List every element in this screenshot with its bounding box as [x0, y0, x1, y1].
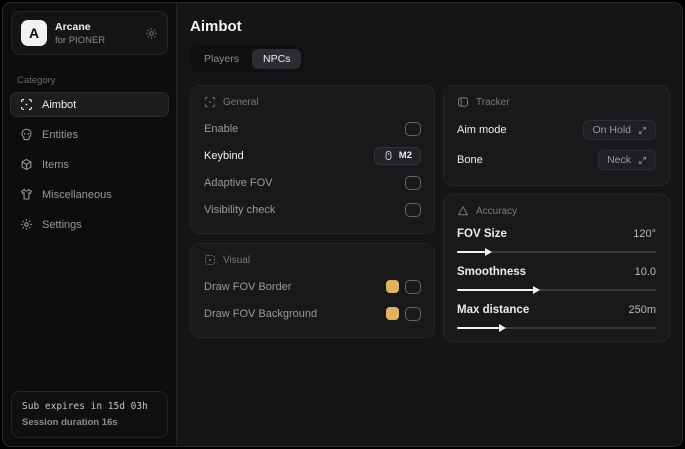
mouse-icon [383, 150, 394, 161]
sidebar-item-label: Miscellaneous [42, 188, 112, 201]
bone-value: Neck [607, 154, 631, 166]
gear-icon [20, 218, 33, 231]
slider-label: FOV Size [457, 228, 507, 240]
page-title: Aimbot [190, 18, 242, 35]
skull-icon [20, 128, 33, 141]
panel-visual: Visual Draw FOV Border Draw FOV Backgrou… [190, 243, 435, 338]
target-tabs: Players NPCs [190, 46, 305, 72]
fov-background-checkbox[interactable] [405, 306, 421, 321]
triangle-icon [457, 205, 469, 217]
tracker-icon [457, 96, 469, 108]
eye-icon [204, 254, 216, 266]
setting-row-adaptive-fov: Adaptive FOV [204, 171, 421, 194]
slider-label: Max distance [457, 304, 530, 316]
setting-row-visibility-check: Visibility check [204, 198, 421, 221]
panel-tracker: Tracker Aim mode On Hold [443, 85, 670, 186]
sidebar-item-label: Settings [42, 218, 82, 231]
slider-thumb[interactable] [484, 247, 492, 256]
sidebar-item-miscellaneous[interactable]: Miscellaneous [10, 182, 169, 207]
fov-background-color-swatch[interactable] [386, 307, 399, 320]
tab-npcs[interactable]: NPCs [252, 49, 302, 69]
expand-icon [638, 126, 647, 135]
setting-row-enable: Enable [204, 117, 421, 140]
panel-title: Tracker [476, 96, 510, 108]
panel-general: General Enable Keybind [190, 85, 435, 234]
keybind-value: M2 [398, 150, 412, 161]
sidebar-item-label: Aimbot [42, 98, 77, 111]
slider-thumb[interactable] [532, 285, 540, 294]
slider-fov-size: FOV Size 120° [457, 224, 656, 256]
sidebar-item-label: Items [42, 158, 69, 171]
main-content: Aimbot Players NPCs Gener [177, 3, 682, 446]
smoothness-slider[interactable] [457, 285, 656, 294]
setting-row-bone: Bone Neck [457, 147, 656, 173]
subscription-card: Sub expires in 15d 03h Session duration … [11, 391, 168, 438]
tab-players[interactable]: Players [204, 53, 240, 65]
brand-settings-icon[interactable] [145, 27, 158, 40]
max-distance-slider[interactable] [457, 323, 656, 332]
panel-title: Accuracy [476, 205, 518, 217]
slider-value: 10.0 [634, 266, 656, 278]
sidebar-item-entities[interactable]: Entities [10, 122, 169, 147]
panel-accuracy: Accuracy FOV Size 120° [443, 194, 670, 342]
category-label: Category [17, 75, 56, 86]
setting-label: Draw FOV Border [204, 280, 292, 293]
setting-row-aim-mode: Aim mode On Hold [457, 117, 656, 143]
sidebar-item-aimbot[interactable]: Aimbot [10, 92, 169, 117]
setting-row-keybind: Keybind M2 [204, 144, 421, 167]
slider-max-distance: Max distance 250m [457, 300, 656, 332]
slider-smoothness: Smoothness 10.0 [457, 262, 656, 294]
bone-select[interactable]: Neck [598, 150, 656, 170]
adaptive-fov-checkbox[interactable] [405, 175, 421, 190]
brand-card: A Arcane for PIONER [11, 11, 168, 55]
sidebar-nav: Aimbot Entities [3, 92, 176, 237]
session-duration-text: Session duration 16s [22, 417, 118, 428]
sidebar-item-label: Entities [42, 128, 79, 141]
aim-mode-select[interactable]: On Hold [583, 120, 656, 140]
fov-size-slider[interactable] [457, 247, 656, 256]
setting-label: Enable [204, 122, 239, 135]
keybind-button[interactable]: M2 [373, 146, 421, 165]
setting-label: Draw FOV Background [204, 307, 318, 320]
enable-checkbox[interactable] [405, 121, 421, 136]
aim-mode-value: On Hold [592, 124, 631, 136]
setting-row-fov-border: Draw FOV Border [204, 275, 421, 298]
sidebar-item-settings[interactable]: Settings [10, 212, 169, 237]
setting-label: Aim mode [457, 124, 507, 136]
app-name: Arcane [55, 20, 91, 33]
visibility-check-checkbox[interactable] [405, 202, 421, 217]
panel-title: Visual [223, 254, 251, 266]
crosshair-icon [204, 96, 216, 108]
sidebar-item-items[interactable]: Items [10, 152, 169, 177]
shirt-icon [20, 188, 33, 201]
fov-border-checkbox[interactable] [405, 279, 421, 294]
expand-icon [638, 156, 647, 165]
slider-label: Smoothness [457, 266, 527, 278]
sub-expiry-text: Sub expires in 15d 03h [22, 401, 148, 412]
setting-label: Adaptive FOV [204, 176, 273, 189]
app-subtitle: for PIONER [55, 34, 106, 46]
slider-thumb[interactable] [498, 323, 506, 332]
panel-title: General [223, 96, 259, 108]
fov-border-color-swatch[interactable] [386, 280, 399, 293]
setting-label: Keybind [204, 149, 244, 162]
setting-label: Visibility check [204, 203, 276, 216]
sidebar: A Arcane for PIONER Category [3, 3, 177, 446]
setting-row-fov-background: Draw FOV Background [204, 302, 421, 325]
app-logo: A [21, 20, 47, 46]
slider-value: 250m [628, 304, 656, 316]
box-icon [20, 158, 33, 171]
setting-label: Bone [457, 154, 483, 166]
slider-value: 120° [633, 228, 656, 240]
crosshair-icon [20, 98, 33, 111]
